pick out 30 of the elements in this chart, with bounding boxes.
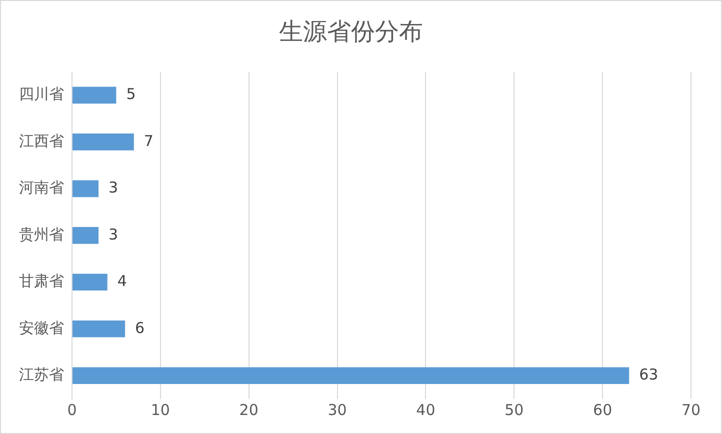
y-tick-label: 四川省 — [19, 85, 64, 104]
y-tick-label: 安徽省 — [19, 318, 64, 337]
x-tick-label: 40 — [416, 400, 436, 419]
x-tick-label: 70 — [681, 400, 701, 419]
y-tick-label: 贵州省 — [19, 225, 64, 244]
bar — [72, 134, 134, 150]
y-tick-label: 甘肃省 — [19, 272, 64, 290]
data-label: 3 — [108, 225, 118, 244]
y-tick-label: 河南省 — [19, 178, 64, 197]
data-label: 4 — [117, 272, 127, 290]
data-label: 7 — [144, 132, 154, 150]
data-label: 63 — [639, 366, 658, 384]
x-tick-label: 30 — [328, 400, 347, 419]
x-tick-label: 50 — [504, 400, 524, 419]
y-tick-label: 江苏省 — [19, 366, 64, 384]
bar — [72, 320, 126, 338]
x-tick-label: 20 — [239, 400, 258, 419]
x-tick-label: 60 — [593, 400, 612, 419]
data-label: 3 — [108, 178, 118, 197]
x-tick-label: 0 — [67, 400, 77, 419]
data-label: 5 — [126, 85, 136, 104]
bar — [72, 226, 99, 244]
y-tick-label: 江西省 — [19, 132, 64, 150]
bar — [72, 180, 99, 198]
data-label: 6 — [135, 318, 145, 337]
x-tick-label: 10 — [150, 400, 170, 419]
bar — [72, 274, 108, 291]
chart-title: 生源省份分布 — [279, 18, 423, 46]
bar — [72, 367, 630, 384]
bar — [72, 86, 116, 104]
